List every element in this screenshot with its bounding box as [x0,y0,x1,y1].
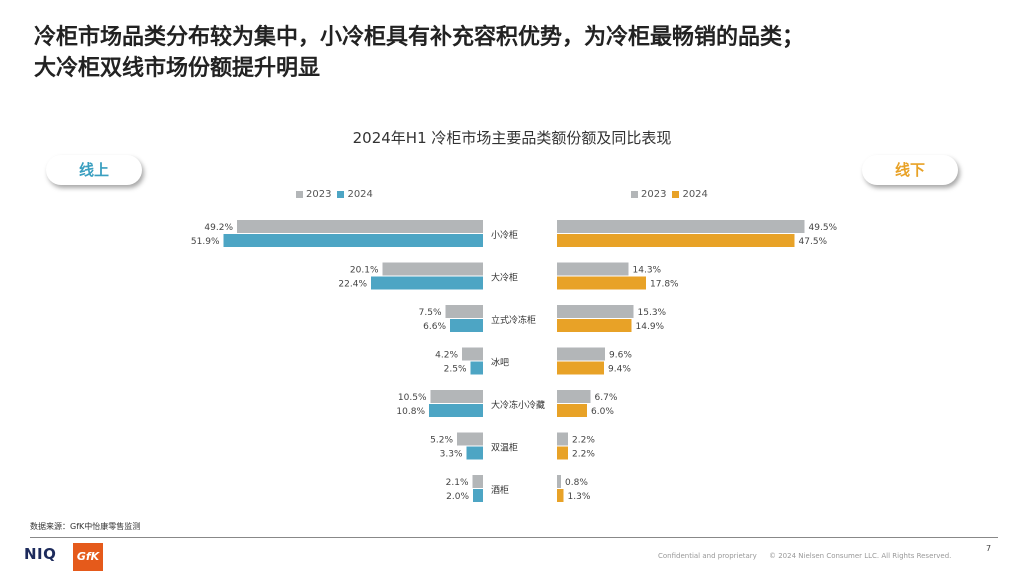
headline-line-2: 大冷柜双线市场份额提升明显 [34,56,321,81]
offline-bar-2024 [557,489,564,502]
footer-divider [30,537,998,538]
offline-data-label: 14.9% [636,322,665,332]
online-bar-2023 [457,432,483,446]
offline-bar-2024 [557,361,604,375]
offline-bar-2024 [557,404,587,417]
online-data-label: 2.1% [446,478,469,488]
online-data-label: 7.5% [419,308,442,318]
offline-data-label: 2.2% [572,450,595,460]
online-data-label: 10.8% [396,407,425,417]
offline-bar-2023 [557,220,805,233]
category-label: 小冷柜 [491,229,518,241]
offline-legend: 2023 2024 [631,189,714,200]
category-label: 大冷冻小冷藏 [491,399,545,411]
legend-offline-2023: 2023 [631,189,666,200]
offline-bar-2023 [557,305,634,318]
category-label: 冰吧 [491,357,509,369]
offline-data-label: 9.6% [609,351,632,361]
offline-bar-2024 [557,234,795,247]
online-data-label: 6.6% [423,322,446,332]
chart-title: 2024年H1 冷柜市场主要品类额份额及同比表现 [352,129,672,147]
online-data-label: 2.0% [446,492,469,502]
online-bar-2023 [445,305,483,318]
online-bar-2023 [430,390,483,403]
offline-data-label: 49.5% [809,223,838,233]
page-number: 7 [986,544,992,553]
online-bar-2023 [237,220,483,233]
category-label: 双温柜 [491,442,518,454]
online-tab[interactable]: 线上 [46,155,142,185]
category-label: 立式冷冻柜 [491,314,536,326]
category-label: 大冷柜 [491,272,518,284]
offline-data-label: 9.4% [608,365,631,375]
offline-data-label: 1.3% [568,492,591,502]
offline-data-label: 6.7% [595,393,618,403]
online-data-label: 20.1% [350,266,379,276]
offline-bar-2023 [557,390,591,403]
offline-data-label: 47.5% [799,237,828,247]
legend-offline-2024: 2024 [672,189,708,200]
online-bar-2024 [429,404,483,417]
online-data-label: 4.2% [435,351,458,361]
offline-bar-2024 [557,446,568,460]
online-data-label: 22.4% [338,280,367,290]
copyright-note: © 2024 Nielsen Consumer LLC. All Rights … [769,552,952,560]
headline: 冷柜市场品类分布较为集中，小冷柜具有补充容积优势，为冷柜最畅销的品类； 大冷柜双… [34,22,994,84]
online-bar-2024 [223,234,483,247]
gfk-logo: GfK [73,543,103,571]
online-bar-2024 [450,319,483,332]
offline-data-label: 17.8% [650,280,679,290]
legend-online-2024: 2024 [337,189,373,200]
online-data-label: 10.5% [398,393,427,403]
offline-bar-2024 [557,319,632,332]
data-source: 数据来源：GfK中怡康零售监测 [30,522,141,531]
online-bar-2024 [473,489,483,502]
niq-logo: NIQ [24,545,57,563]
online-data-label: 51.9% [191,237,220,247]
online-legend: 2023 2024 [296,189,379,200]
online-data-label: 49.2% [204,223,233,233]
offline-bar-2024 [557,276,646,290]
offline-bar-2023 [557,432,568,446]
online-bar-2024 [470,361,483,375]
headline-line-1: 冷柜市场品类分布较为集中，小冷柜具有补充容积优势，为冷柜最畅销的品类； [34,25,805,50]
offline-data-label: 14.3% [633,266,662,276]
online-bar-2023 [472,475,483,488]
offline-data-label: 0.8% [565,478,588,488]
offline-data-label: 6.0% [591,407,614,417]
online-data-label: 5.2% [430,436,453,446]
offline-bar-2023 [557,262,629,276]
online-data-label: 2.5% [444,365,467,375]
offline-data-label: 15.3% [638,308,667,318]
offline-tab[interactable]: 线下 [862,155,958,185]
online-bar-2023 [462,347,483,361]
online-bar-2023 [382,262,483,276]
category-label: 酒柜 [491,484,509,496]
offline-data-label: 2.2% [572,436,595,446]
offline-bar-2023 [557,475,561,488]
online-bar-2024 [466,446,483,460]
confidential-note: Confidential and proprietary [658,552,757,560]
online-data-label: 3.3% [440,450,463,460]
offline-bar-2023 [557,347,605,361]
online-bar-2024 [371,276,483,290]
legend-online-2023: 2023 [296,189,331,200]
